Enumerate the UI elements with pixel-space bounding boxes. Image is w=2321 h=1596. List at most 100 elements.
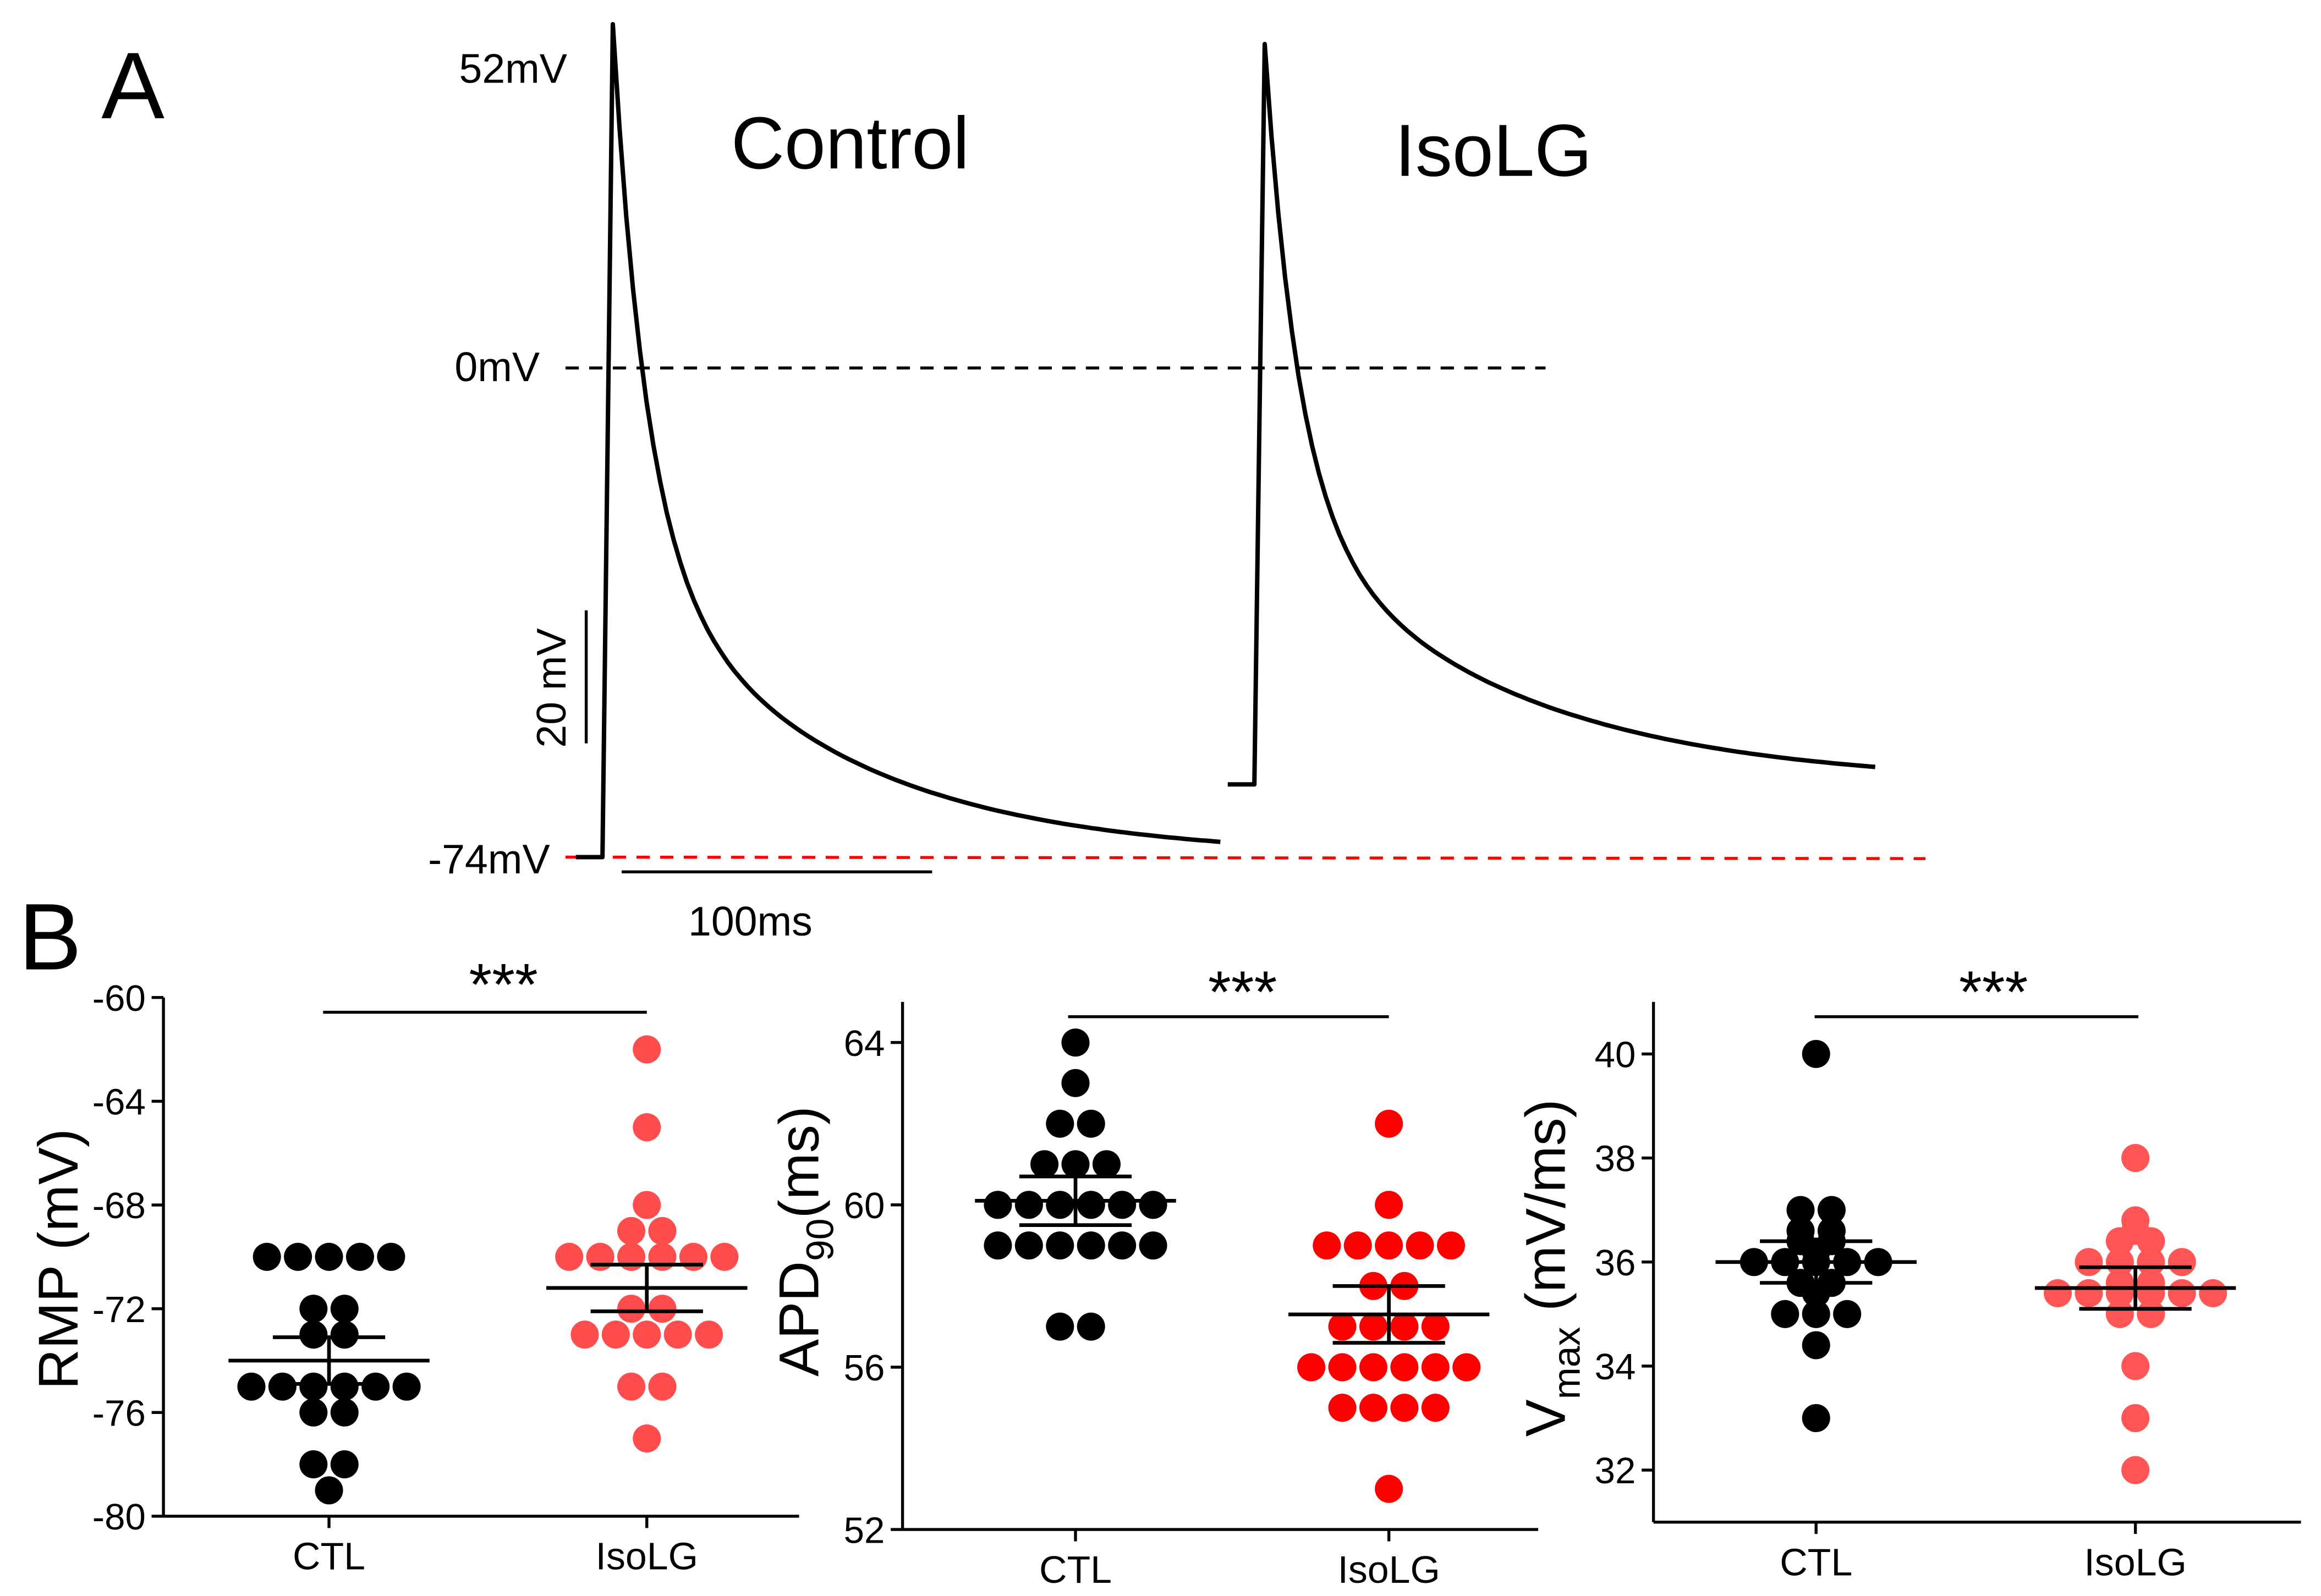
vmax-mean-sem [1715,1239,2236,1311]
vmax-y-ticks: 32 34 36 38 40 [1595,1034,1654,1492]
data-point [1046,1109,1074,1138]
data-point [695,1320,723,1349]
data-point [1014,1231,1043,1260]
rmp-plot: -80 -76 -72 -68 -64 -60 CTL IsoLG RMP (mV) *** [27,951,799,1578]
data-point [1359,1394,1387,1422]
data-point [284,1242,312,1271]
panel-a-label: A [101,33,164,139]
data-point [1802,1039,1830,1068]
y-tick-label: 34 [1595,1346,1636,1388]
vmax-y-title-sub: max [1545,1327,1588,1399]
y-tick-label: -60 [92,978,146,1019]
data-point [2137,1279,2165,1307]
data-point [1328,1353,1357,1382]
data-point [299,1398,328,1427]
data-point [361,1372,390,1401]
data-point [237,1372,266,1401]
data-point [1421,1312,1450,1341]
data-point [392,1372,421,1401]
data-point [1046,1312,1074,1341]
data-point [601,1320,630,1349]
vmax-y-title-tail: (mV/ms) [1514,1099,1577,1327]
data-point [663,1320,692,1349]
data-point [570,1320,599,1349]
data-point [679,1242,707,1271]
data-point [617,1242,646,1271]
data-point [1313,1231,1341,1260]
panel-b-label: B [19,884,82,990]
rmp-y-ticks: -80 -76 -72 -68 -64 -60 [92,978,164,1538]
trace-control [575,22,1221,860]
data-point [633,1035,661,1064]
apd90-x-ticks: CTL IsoLG [1039,1529,1440,1591]
data-point [2044,1279,2072,1307]
vmax-x-ticks: CTL IsoLG [1780,1522,2187,1583]
data-point [1375,1231,1403,1260]
apd90-y-axis-title: APD90(ms) [767,1106,841,1377]
y-tick-label: 40 [1595,1034,1636,1076]
data-point [2137,1227,2165,1256]
label-0mv: 0mV [454,344,540,390]
data-point [633,1191,661,1219]
data-point [1297,1353,1326,1382]
data-point [1375,1191,1403,1219]
data-point [1406,1231,1434,1260]
apd90-y-title-tail: (ms) [767,1106,830,1218]
data-point [648,1242,677,1271]
y-tick-label: -76 [92,1393,146,1434]
data-point [1046,1231,1074,1260]
data-point [1421,1353,1450,1382]
data-point [2075,1279,2103,1307]
y-tick-label: -64 [92,1082,146,1123]
data-point [1436,1231,1466,1260]
data-point [253,1242,281,1271]
data-point [2121,1456,2150,1484]
data-point [648,1295,677,1323]
data-point [617,1217,646,1245]
data-point [1375,1474,1403,1503]
data-point [299,1450,328,1479]
vmax-y-title-main: V [1514,1399,1577,1437]
data-point [648,1217,677,1245]
y-tick-label: 64 [844,1023,885,1064]
data-point [299,1372,328,1401]
data-point [984,1231,1012,1260]
x-tick-label: CTL [1039,1548,1112,1591]
rmp-points [237,1035,739,1505]
trace-isolg [1227,42,1876,787]
rmp-mean-sem [228,1263,748,1386]
data-point [555,1242,584,1271]
y-tick-label: 38 [1595,1138,1636,1180]
data-point [633,1424,661,1453]
voltage-scale-label: 20 mV [528,628,574,747]
x-tick-label: IsoLG [596,1535,698,1578]
data-point [299,1320,328,1349]
x-tick-label: IsoLG [2084,1540,2186,1583]
data-point [984,1191,1012,1219]
label-52mv: 52mV [459,45,568,91]
data-point [1108,1231,1137,1260]
apd90-plot: 52 56 60 64 CTL IsoLG APD90(ms) *** [767,959,1539,1591]
data-point [1802,1279,1830,1307]
data-point [1421,1394,1450,1422]
data-point [315,1476,343,1505]
data-point [1390,1394,1419,1422]
vmax-significance-stars: *** [1959,959,2028,1025]
data-point [1786,1196,1815,1224]
y-tick-label: 36 [1595,1242,1636,1284]
data-point [1077,1312,1105,1341]
data-point [1061,1028,1090,1057]
data-point [1077,1109,1105,1138]
y-tick-label: -72 [92,1289,146,1330]
data-point [1817,1196,1846,1224]
rmp-significance-stars: *** [469,951,537,1017]
panel-a: A Control IsoLG 52mV 0mV -74mV 20 mV 100… [101,22,1926,944]
apd90-mean-sem [975,1174,1490,1345]
label-minus74mv: -74mV [428,836,550,882]
data-point [633,1113,661,1142]
data-point [648,1372,677,1401]
data-point [617,1295,646,1323]
data-point [2121,1352,2150,1380]
data-point [1833,1300,1862,1328]
